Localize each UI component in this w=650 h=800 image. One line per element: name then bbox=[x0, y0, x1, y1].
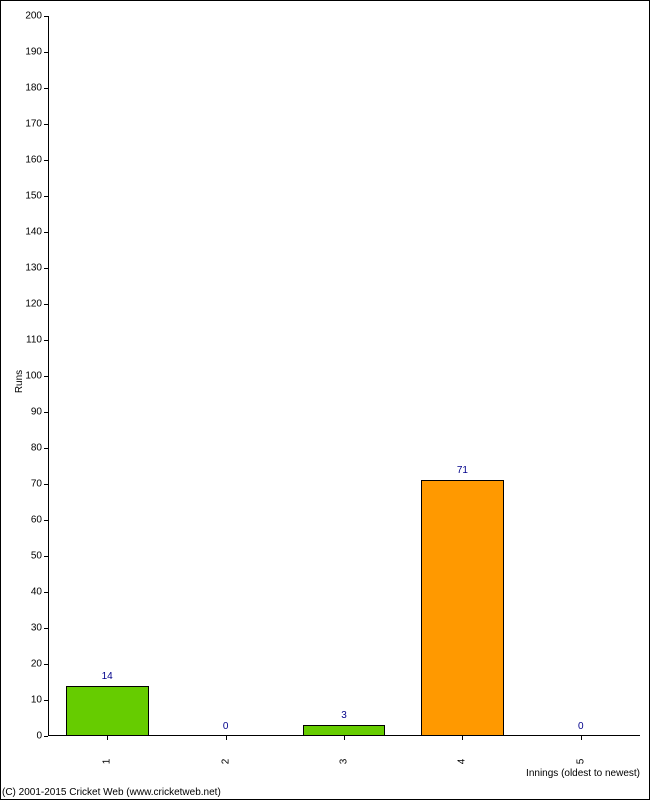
x-tick-label: 5 bbox=[575, 759, 586, 765]
y-tick-mark bbox=[44, 736, 48, 737]
x-tick-mark bbox=[107, 736, 108, 740]
y-tick-mark bbox=[44, 196, 48, 197]
y-tick-mark bbox=[44, 484, 48, 485]
y-tick-label: 10 bbox=[31, 695, 42, 706]
bar-value-label: 71 bbox=[457, 465, 468, 476]
y-tick-mark bbox=[44, 16, 48, 17]
y-tick-mark bbox=[44, 700, 48, 701]
bar bbox=[66, 686, 149, 736]
y-tick-label: 180 bbox=[25, 83, 42, 94]
x-tick-mark bbox=[462, 736, 463, 740]
y-tick-label: 60 bbox=[31, 515, 42, 526]
x-tick-label: 1 bbox=[102, 759, 113, 765]
bar bbox=[421, 480, 504, 736]
y-tick-label: 100 bbox=[25, 371, 42, 382]
y-tick-mark bbox=[44, 664, 48, 665]
y-tick-label: 0 bbox=[36, 731, 42, 742]
y-tick-mark bbox=[44, 268, 48, 269]
y-tick-mark bbox=[44, 448, 48, 449]
bar-value-label: 0 bbox=[223, 721, 229, 732]
y-tick-label: 110 bbox=[26, 335, 42, 346]
y-tick-label: 50 bbox=[31, 551, 42, 562]
y-tick-mark bbox=[44, 160, 48, 161]
y-tick-mark bbox=[44, 628, 48, 629]
bar bbox=[303, 725, 386, 736]
y-tick-mark bbox=[44, 124, 48, 125]
x-tick-mark bbox=[226, 736, 227, 740]
y-tick-label: 120 bbox=[25, 299, 42, 310]
copyright-text: (C) 2001-2015 Cricket Web (www.cricketwe… bbox=[2, 787, 221, 798]
bar-value-label: 0 bbox=[578, 721, 584, 732]
plot-area: 0102030405060708090100110120130140150160… bbox=[48, 16, 640, 736]
y-axis-title: Runs bbox=[14, 370, 25, 393]
y-tick-mark bbox=[44, 520, 48, 521]
y-tick-label: 130 bbox=[25, 263, 42, 274]
y-tick-label: 30 bbox=[31, 623, 42, 634]
bar-value-label: 14 bbox=[102, 671, 113, 682]
x-tick-label: 3 bbox=[339, 759, 350, 765]
y-tick-mark bbox=[44, 340, 48, 341]
bar-value-label: 3 bbox=[341, 710, 347, 721]
y-axis-line bbox=[48, 16, 49, 736]
chart-container: 0102030405060708090100110120130140150160… bbox=[0, 0, 650, 800]
y-tick-mark bbox=[44, 412, 48, 413]
x-tick-mark bbox=[344, 736, 345, 740]
y-tick-label: 190 bbox=[25, 47, 42, 58]
y-tick-label: 40 bbox=[31, 587, 42, 598]
y-tick-mark bbox=[44, 376, 48, 377]
y-tick-label: 160 bbox=[25, 155, 42, 166]
y-tick-label: 140 bbox=[25, 227, 42, 238]
x-tick-mark bbox=[581, 736, 582, 740]
y-tick-mark bbox=[44, 52, 48, 53]
y-tick-label: 80 bbox=[31, 443, 42, 454]
y-tick-label: 20 bbox=[31, 659, 42, 670]
y-tick-label: 90 bbox=[31, 407, 42, 418]
x-tick-label: 2 bbox=[220, 759, 231, 765]
x-tick-label: 4 bbox=[457, 759, 468, 765]
y-tick-label: 170 bbox=[25, 119, 42, 130]
y-tick-mark bbox=[44, 304, 48, 305]
y-tick-label: 200 bbox=[25, 11, 42, 22]
y-tick-label: 70 bbox=[31, 479, 42, 490]
y-tick-label: 150 bbox=[25, 191, 42, 202]
y-tick-mark bbox=[44, 592, 48, 593]
y-tick-mark bbox=[44, 556, 48, 557]
x-axis-title: Innings (oldest to newest) bbox=[526, 768, 640, 779]
y-tick-mark bbox=[44, 232, 48, 233]
y-tick-mark bbox=[44, 88, 48, 89]
